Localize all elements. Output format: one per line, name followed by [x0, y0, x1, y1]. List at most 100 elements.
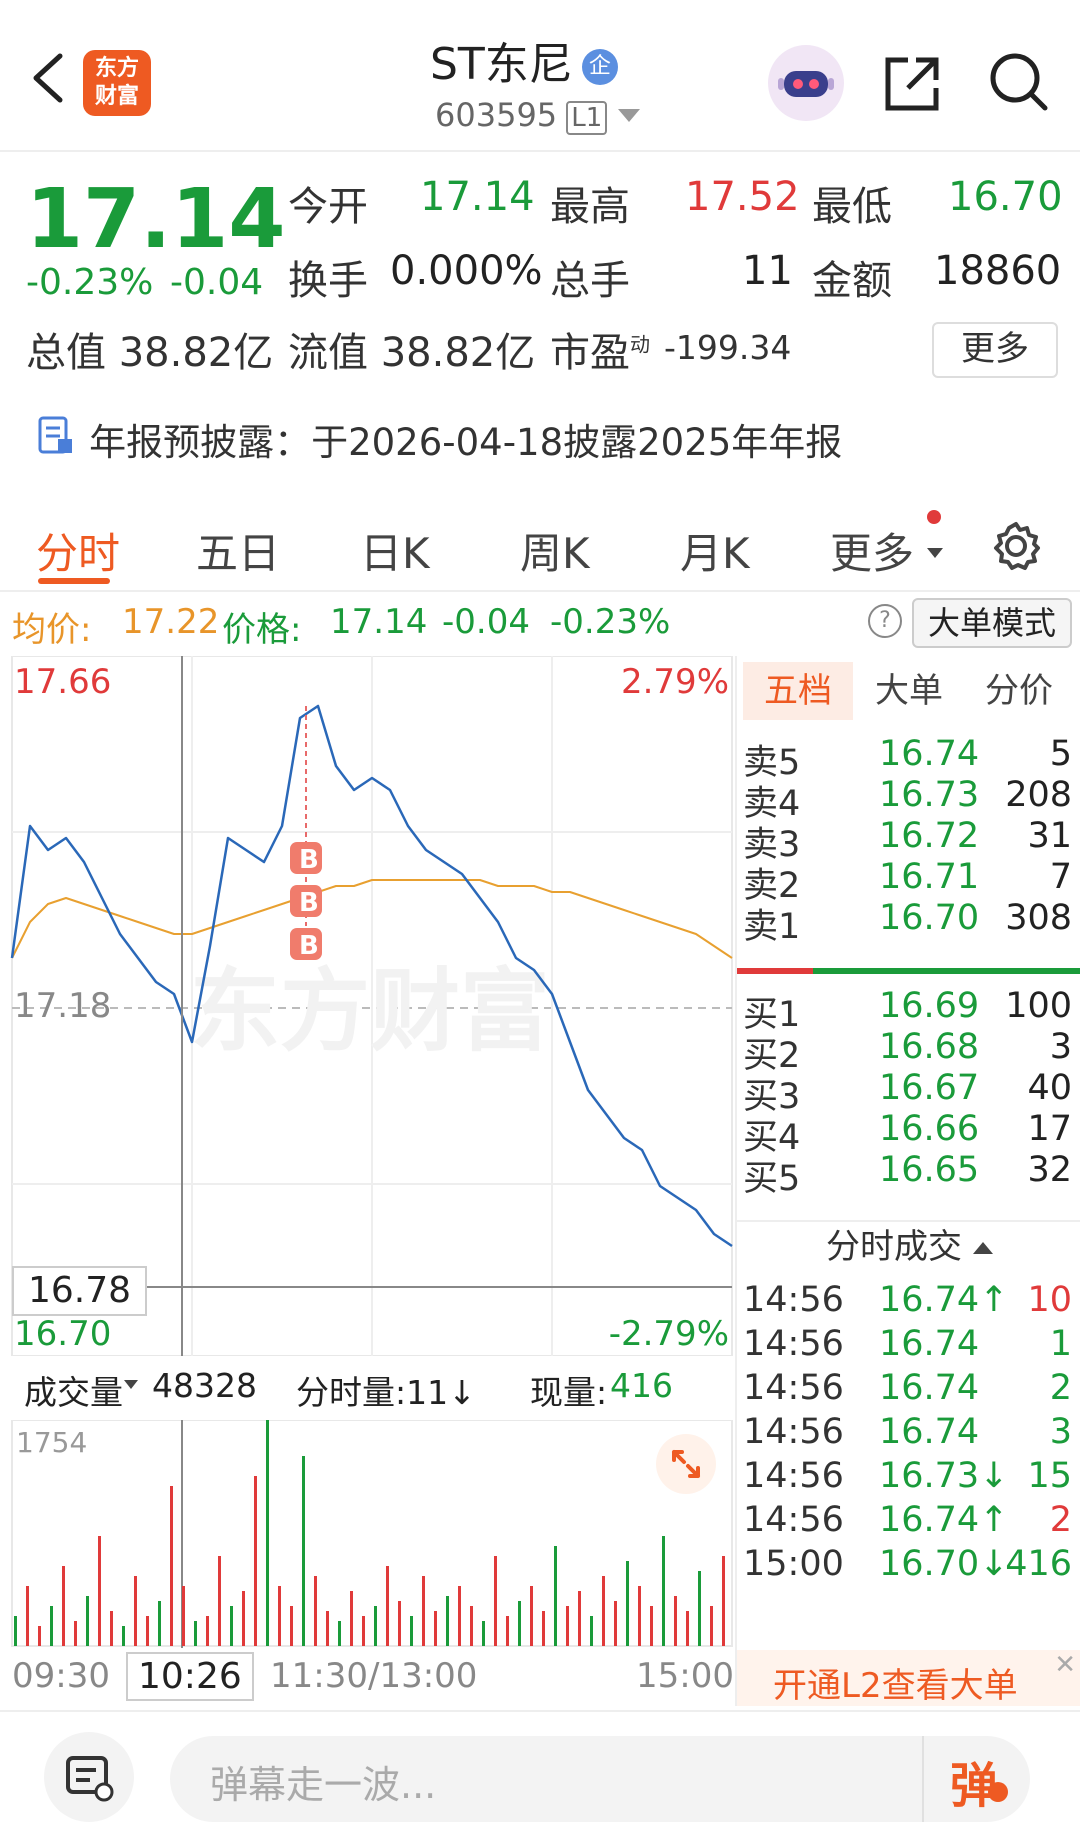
notification-dot	[927, 510, 941, 524]
volume-dropdown-icon[interactable]	[124, 1380, 138, 1389]
volume-bar	[710, 1606, 713, 1646]
back-icon[interactable]	[22, 48, 72, 108]
volume-bar	[470, 1606, 473, 1646]
trades-title: 分时成交	[825, 1227, 962, 1267]
volume-bar	[86, 1596, 89, 1646]
price-line	[10, 704, 733, 1248]
high-label: 最高	[550, 184, 630, 230]
trade-row: 14:56 16.74↑ 10	[737, 1280, 1080, 1330]
trade-qty: 3	[1049, 1412, 1072, 1452]
danmaku-input[interactable]: 弹幕走一波... 弹	[170, 1736, 1030, 1822]
ask-price: 16.73	[879, 775, 980, 815]
orderbook-tab-five[interactable]: 五档	[743, 662, 853, 720]
app-logo: 东方 财富	[83, 50, 151, 116]
volume-chart-svg	[11, 1419, 733, 1648]
turnover-label: 换手	[288, 258, 368, 304]
tab-more-label: 更多	[830, 529, 915, 578]
volume-bar	[254, 1476, 257, 1646]
trade-qty: 1	[1049, 1324, 1072, 1364]
volume-label: 总手	[550, 258, 630, 304]
tab-five-day[interactable]: 五日	[196, 529, 281, 578]
tab-weekly-k[interactable]: 周K	[520, 529, 590, 578]
change-pct: -0.23%	[26, 262, 154, 303]
volume-bar	[638, 1586, 641, 1646]
volume-bar	[506, 1616, 509, 1646]
level-badge: L1	[566, 101, 608, 135]
ask-row: 卖5 16.74 5	[737, 734, 1080, 783]
tab-intraday[interactable]: 分时	[36, 529, 121, 578]
volume-bar	[602, 1576, 605, 1646]
trade-row: 14:56 16.74 1	[737, 1324, 1080, 1374]
bid-price: 16.66	[879, 1109, 980, 1149]
volume-bar	[458, 1586, 461, 1646]
float-cap: 流值 38.82亿	[288, 330, 536, 376]
help-icon[interactable]: ?	[868, 604, 902, 638]
bid-ask-divider	[737, 968, 1080, 974]
volume-bar	[242, 1591, 245, 1646]
watermark: 东方财富	[190, 959, 550, 1064]
trade-price: 16.74	[879, 1324, 980, 1364]
volume-bar	[230, 1606, 233, 1646]
buy-marker-label: B	[299, 845, 319, 875]
volume-bar	[194, 1621, 197, 1646]
notice-row[interactable]: 年报预披露：于2026-04-18披露2025年年报	[36, 412, 1046, 472]
bid-price: 16.68	[879, 1027, 980, 1067]
stock-code-row[interactable]: 603595 L1	[435, 96, 641, 136]
chevron-down-icon	[618, 109, 641, 122]
trade-price: 16.74	[879, 1412, 980, 1452]
volume-bar	[434, 1611, 437, 1646]
ask-level: 卖2	[743, 866, 801, 906]
buy-marker-badge[interactable]	[290, 842, 322, 874]
settings-gear-icon[interactable]	[988, 518, 1044, 574]
bid-qty: 17	[1027, 1109, 1072, 1149]
trade-row: 14:56 16.74 3	[737, 1412, 1080, 1462]
y-mid-price: 17.18	[14, 986, 112, 1026]
tab-more[interactable]: 更多	[830, 520, 944, 581]
caret-down-icon	[927, 548, 944, 558]
volume-bar	[590, 1616, 593, 1646]
buy-marker-badge[interactable]	[290, 928, 322, 960]
share-icon[interactable]	[880, 52, 944, 116]
more-quote-button[interactable]: 更多	[932, 322, 1058, 378]
stock-title: ST东尼 企	[430, 28, 650, 90]
order-book-panel: 五档 大单 分价 卖5 16.74 5 卖4 16.73 208 卖3 16.72 31 卖2 16…	[735, 656, 1080, 1706]
avg-line-group	[11, 879, 733, 959]
volume-chart[interactable]: 1754	[0, 1419, 735, 1648]
trades-header[interactable]: 分时成交	[737, 1220, 1080, 1272]
notice-text: 年报预披露：于2026-04-18披露2025年年报	[89, 421, 843, 464]
ask-level: 卖3	[743, 825, 801, 865]
robot-assistant-icon[interactable]	[768, 45, 844, 121]
search-icon[interactable]	[985, 48, 1051, 114]
volume-bar	[626, 1561, 629, 1646]
l2-banner[interactable]: 开通L2查看大单 ✕	[737, 1650, 1080, 1706]
orderbook-tab-big[interactable]: 大单	[875, 671, 943, 711]
tab-monthly-k[interactable]: 月K	[680, 529, 750, 578]
volume-bar	[26, 1586, 29, 1646]
volume-bar	[722, 1556, 725, 1646]
stock-name: ST东尼	[430, 39, 573, 90]
stock-code: 603595	[435, 96, 558, 134]
volume-now: 416	[610, 1366, 673, 1405]
input-divider	[922, 1736, 924, 1822]
volume-bar	[326, 1611, 329, 1646]
volume-bar	[302, 1456, 305, 1646]
danmaku-toggle-button[interactable]: 弹	[950, 1758, 999, 1814]
trade-price: 16.73↓	[879, 1456, 1009, 1496]
expand-chart-icon[interactable]	[656, 1434, 716, 1494]
ask-qty: 208	[1005, 775, 1072, 815]
bid-level: 买2	[743, 1036, 801, 1076]
time-start: 09:30	[12, 1656, 110, 1696]
volume-bar	[542, 1611, 545, 1646]
tab-daily-k[interactable]: 日K	[360, 529, 430, 578]
comment-list-icon[interactable]	[44, 1732, 134, 1822]
big-order-mode-button[interactable]: 大单模式	[912, 598, 1072, 648]
price-info-line: 均价: 17.22 价格: 17.14 -0.04 -0.23% ? 大单模式	[0, 594, 1080, 654]
volume-bar	[650, 1606, 653, 1646]
volume-bar	[38, 1626, 41, 1646]
buy-marker-badge[interactable]	[290, 885, 322, 917]
l2-close-icon[interactable]: ✕	[1054, 1650, 1076, 1680]
orderbook-tab-price[interactable]: 分价	[985, 671, 1053, 711]
ask-row: 卖2 16.71 7	[737, 857, 1080, 906]
volume-label[interactable]: 成交量	[24, 1373, 123, 1412]
